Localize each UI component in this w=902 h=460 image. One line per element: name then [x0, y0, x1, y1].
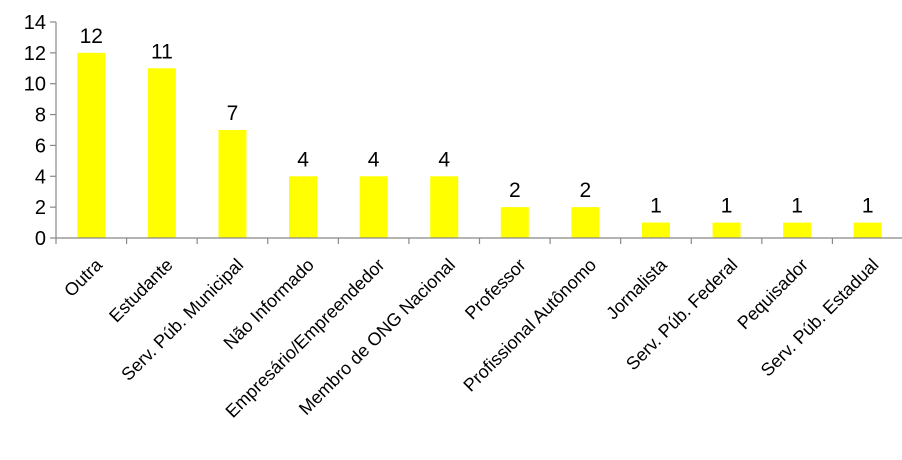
bar: [500, 207, 529, 238]
bar: [712, 222, 741, 238]
category-label: Pequisador: [733, 255, 812, 334]
data-label: 4: [438, 148, 450, 171]
bar: [641, 222, 670, 238]
bar: [147, 68, 176, 239]
bar: [218, 130, 247, 238]
category-label: Professor: [461, 255, 530, 324]
data-label: 2: [509, 179, 521, 202]
data-label: 1: [791, 195, 803, 218]
category-label: Profissional Autônomo: [459, 255, 600, 396]
bars: [55, 52, 882, 244]
y-tick-label: 2: [35, 197, 46, 219]
bar: [77, 52, 106, 238]
data-label: 4: [368, 148, 380, 171]
bar: [289, 176, 318, 238]
data-label: 11: [151, 40, 173, 63]
y-tick-label: 12: [24, 43, 46, 65]
bar: [430, 176, 459, 238]
y-tick-label: 6: [35, 135, 46, 157]
category-label: Outra: [60, 254, 107, 301]
data-label: 12: [80, 25, 103, 48]
bar: [571, 207, 600, 238]
bar: [783, 222, 812, 238]
data-label: 7: [227, 102, 239, 125]
data-label: 1: [721, 195, 733, 218]
category-label: Jornalista: [602, 254, 671, 323]
bar: [359, 176, 388, 238]
bar: [853, 222, 882, 238]
data-label: 2: [580, 179, 592, 202]
data-label: 1: [650, 195, 662, 218]
y-tick-label: 4: [35, 166, 46, 188]
category-label: Serv. Púb. Estadual: [757, 255, 883, 381]
y-tick-label: 0: [35, 228, 46, 250]
y-tick-label: 14: [24, 12, 46, 34]
y-axis-ticks: 0 2 4 6 8 10 12 14: [24, 12, 56, 250]
y-tick-label: 10: [24, 74, 46, 96]
category-label: Serv. Púb. Municipal: [117, 255, 247, 385]
data-label: 4: [297, 148, 309, 171]
category-label: Estudante: [105, 255, 176, 326]
y-tick-label: 8: [35, 105, 46, 127]
data-label: 1: [862, 195, 874, 218]
